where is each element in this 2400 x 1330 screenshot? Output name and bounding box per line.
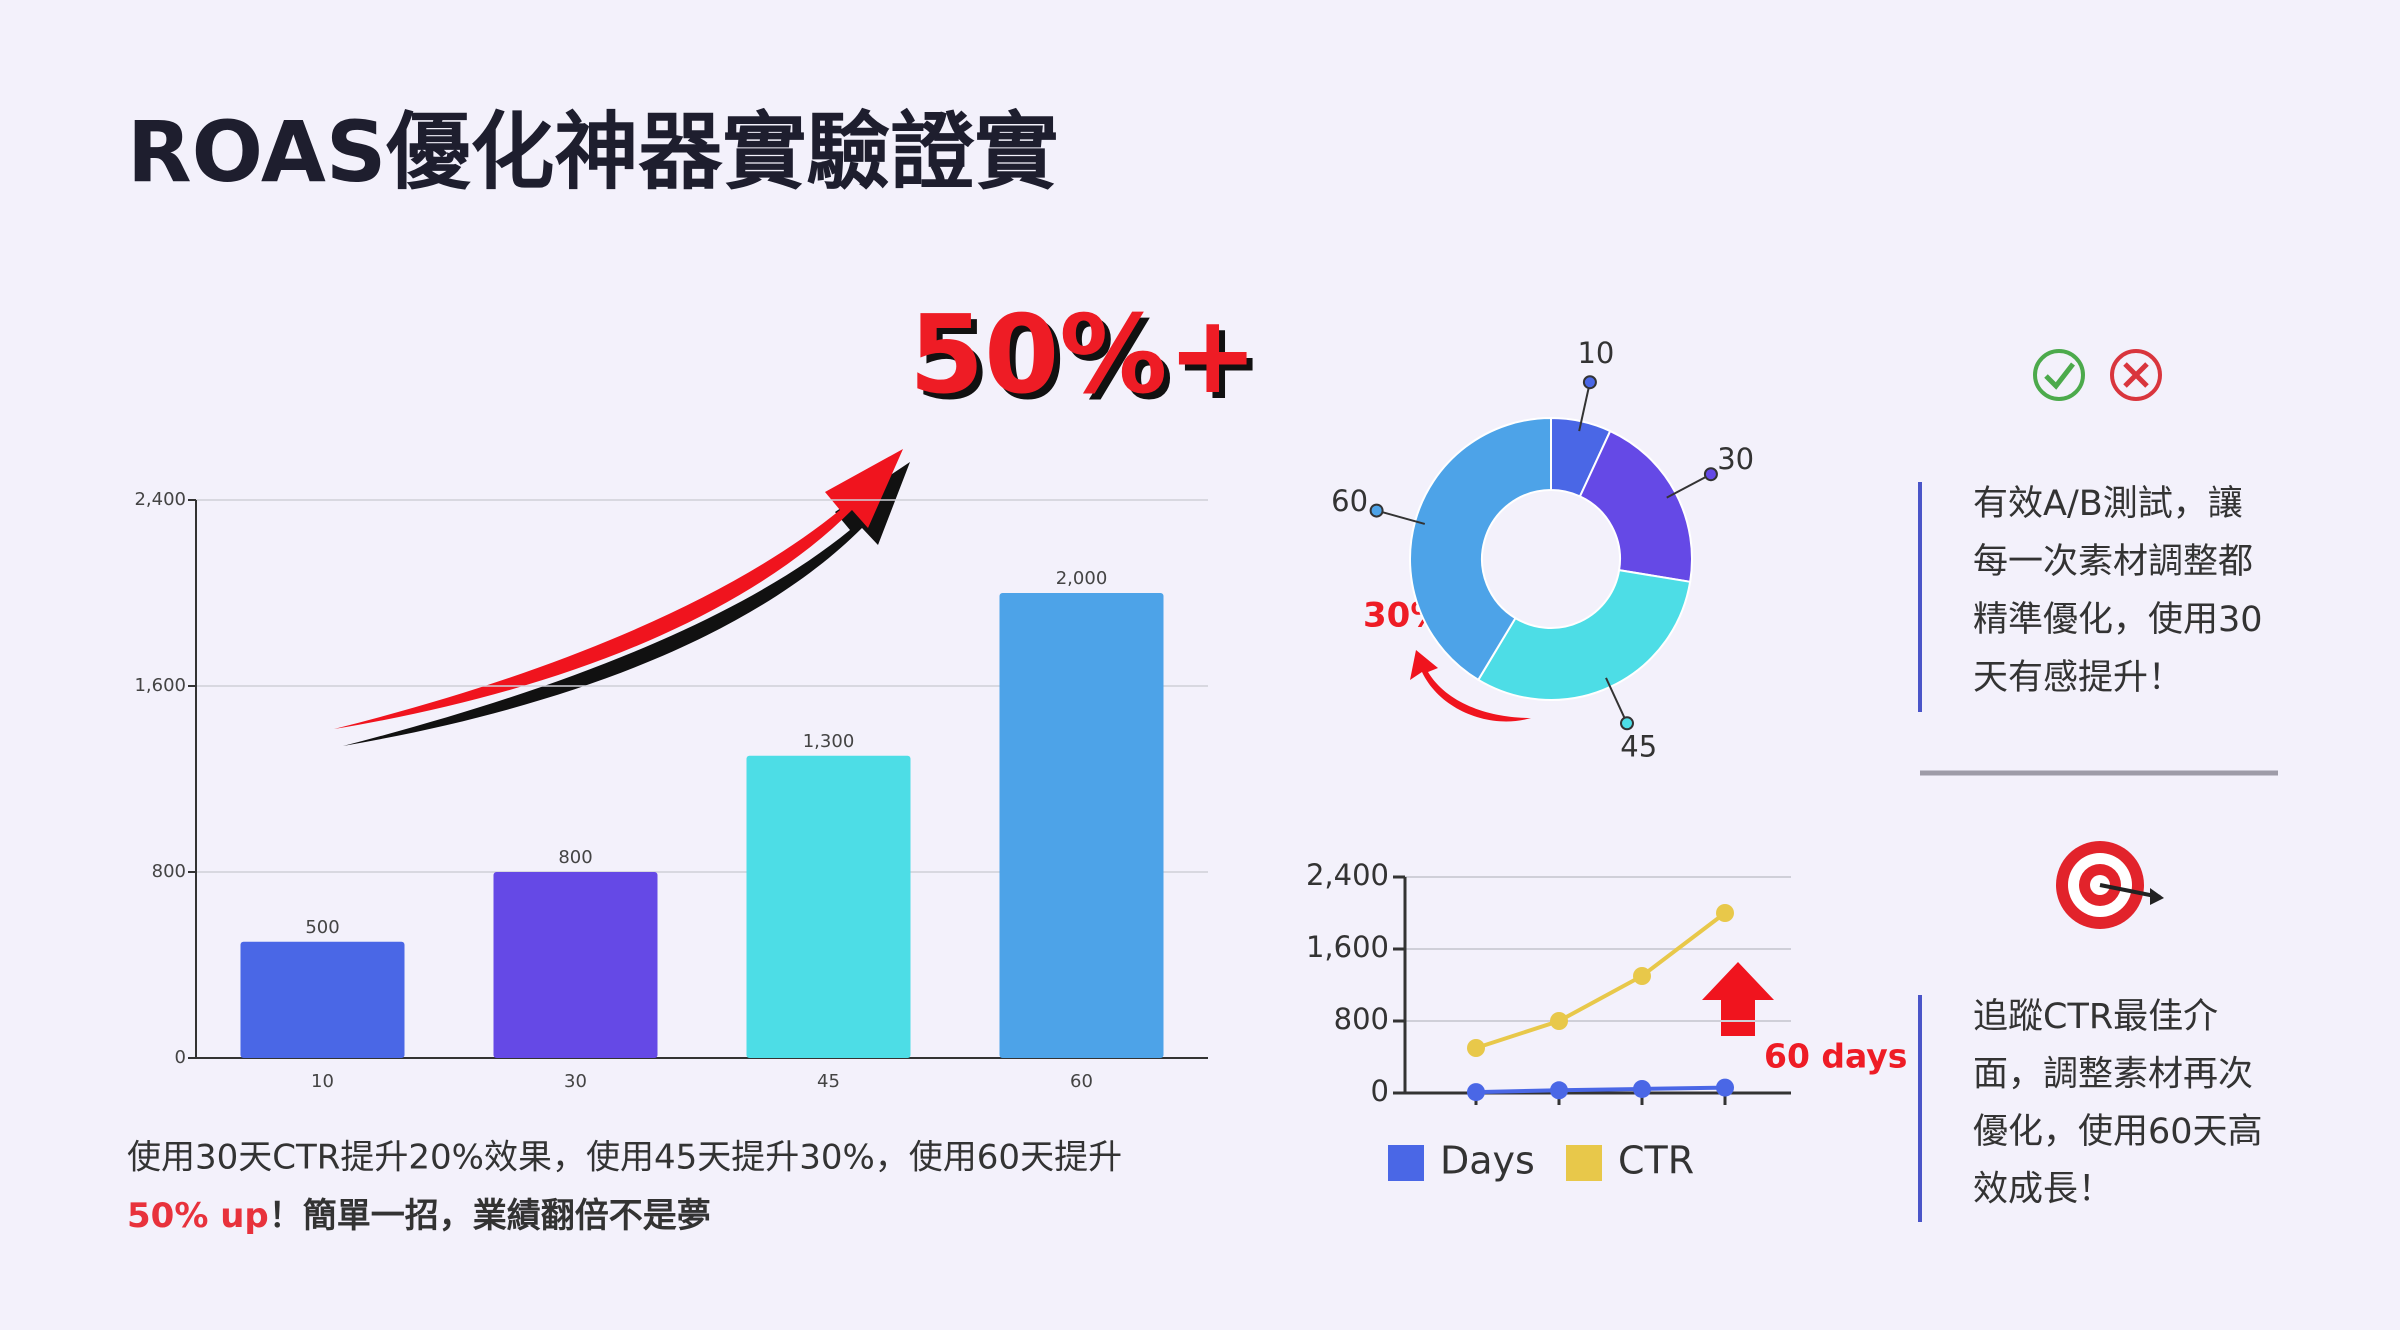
y-tick-label: 800 (1334, 1002, 1389, 1036)
y-tick-label: 1,600 (134, 675, 186, 696)
note-line: 面，調整素材再次 (1973, 1055, 2253, 1095)
x-tick-label: 60 (1070, 1071, 1093, 1092)
note-line: 精準優化，使用30 (1973, 600, 2263, 640)
slice-label: 60 (1331, 484, 1368, 518)
bar (999, 593, 1164, 1058)
y-tick-label: 1,600 (1306, 930, 1389, 964)
check-icon (2033, 349, 2085, 401)
leader-line (1605, 677, 1628, 724)
caption: 使用30天CTR提升20%效果，使用45天提升30%，使用60天提升 (127, 1138, 1122, 1178)
caption-rest: ！簡單一招，業績翻倍不是夢 (269, 1196, 711, 1236)
legend-label: CTR (1618, 1139, 1694, 1183)
point (1716, 904, 1734, 922)
point (1633, 967, 1651, 985)
leader-line (1376, 509, 1426, 525)
note-line: 優化，使用60天高 (1973, 1112, 2263, 1152)
headline-shadow: 50%+ (915, 299, 1264, 424)
legend-swatch (1388, 1145, 1424, 1181)
series-line (1475, 1085, 1726, 1095)
note-line: 追蹤CTR最佳介 (1973, 997, 2218, 1037)
growth-arrow (334, 449, 910, 746)
donut-slice (1578, 429, 1693, 583)
y-tick-label: 0 (1371, 1074, 1389, 1108)
point (1467, 1083, 1485, 1102)
point (1716, 1078, 1734, 1097)
bar (746, 755, 911, 1058)
point (1550, 1012, 1568, 1030)
x-tick-label: 45 (817, 1071, 840, 1092)
value-label: 1,300 (803, 731, 855, 752)
value-label: 500 (305, 917, 339, 938)
value-label: 800 (558, 847, 592, 868)
leader-dot (1582, 375, 1597, 390)
line-annotation: 60 days (1764, 1037, 1907, 1076)
series-line (1475, 911, 1727, 1050)
legend-label: Days (1440, 1139, 1535, 1183)
x-tick-label: 10 (311, 1071, 334, 1092)
up-arrow (1702, 962, 1774, 1036)
point (1550, 1081, 1568, 1100)
point (1633, 1079, 1651, 1098)
bar (493, 872, 658, 1058)
leader-line (1578, 382, 1591, 432)
y-tick-label: 0 (175, 1047, 186, 1068)
leader-dot (1369, 503, 1384, 518)
leader-dot (1703, 467, 1718, 482)
x-tick-label: 30 (564, 1071, 587, 1092)
y-tick-label: 800 (152, 861, 186, 882)
y-tick-label: 2,400 (134, 489, 186, 510)
slice-label: 30 (1717, 442, 1754, 476)
donut-slice (1476, 569, 1692, 701)
cross-icon (2110, 349, 2162, 401)
target-icon (2056, 841, 2164, 929)
title: ROAS優化神器實驗證實 (127, 103, 1058, 201)
note-line: 有效A/B測試，讓 (1973, 484, 2243, 524)
annotation-arrow (1410, 650, 1531, 722)
slice-label: 45 (1620, 730, 1657, 764)
note-line: 每一次素材調整都 (1973, 542, 2253, 582)
donut-slice (1409, 416, 1552, 682)
headline: 50%+ (909, 293, 1258, 418)
leader-dot (1619, 716, 1634, 731)
bar (240, 941, 405, 1058)
caption: 50% up！簡單一招，業績翻倍不是夢 (127, 1196, 711, 1236)
note-line: 天有感提升！ (1973, 658, 2183, 698)
legend-swatch (1566, 1145, 1602, 1181)
leader-line (1666, 473, 1712, 499)
slice-label: 10 (1577, 336, 1614, 370)
value-label: 2,000 (1056, 568, 1108, 589)
note-line: 效成長！ (1973, 1170, 2113, 1210)
point (1467, 1039, 1485, 1057)
y-tick-label: 2,400 (1306, 858, 1389, 892)
caption-highlight: 50% up (127, 1196, 269, 1236)
